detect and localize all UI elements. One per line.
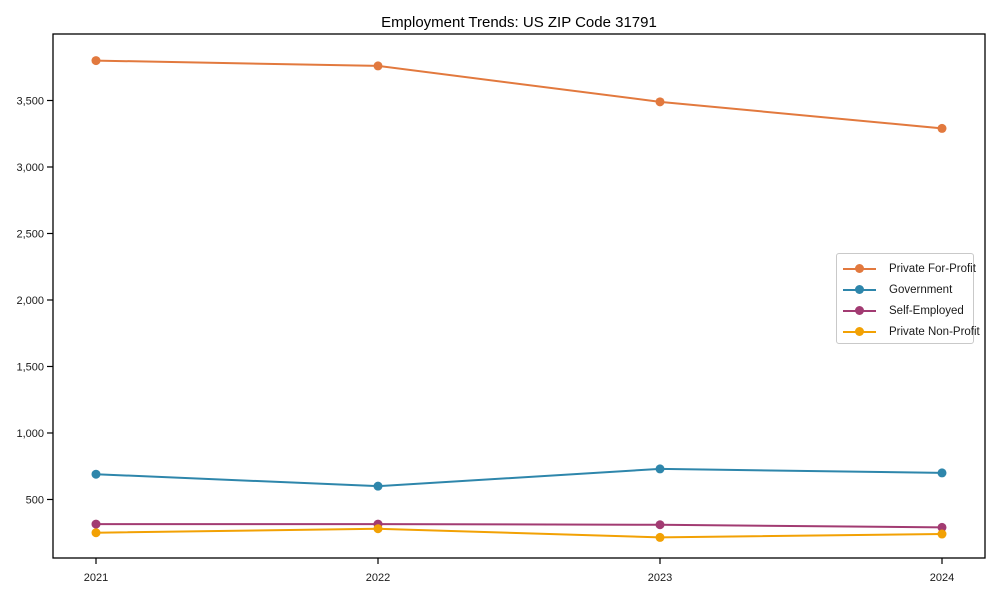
- data-point: [655, 97, 665, 107]
- legend-marker-line-dot: [843, 326, 876, 337]
- chart-title: Employment Trends: US ZIP Code 31791: [381, 14, 657, 31]
- legend-item: Government: [837, 279, 973, 300]
- legend-label: Government: [889, 283, 953, 296]
- x-tick-label: 2022: [366, 572, 390, 584]
- data-point: [373, 61, 383, 71]
- data-point: [937, 468, 947, 478]
- data-point: [91, 528, 101, 538]
- data-point: [937, 123, 947, 133]
- y-tick-label: 2,000: [16, 295, 44, 307]
- data-point: [91, 519, 101, 529]
- legend-label: Private For-Profit: [889, 262, 976, 275]
- series-line: [95, 527, 943, 539]
- y-tick-label: 2,500: [16, 228, 44, 240]
- data-point: [373, 481, 383, 491]
- legend-marker-line-dot: [843, 305, 876, 316]
- data-point: [655, 532, 665, 542]
- x-tick-label: 2024: [930, 572, 954, 584]
- y-tick-label: 3,500: [16, 95, 44, 107]
- data-point: [655, 464, 665, 474]
- data-point: [655, 520, 665, 530]
- legend-label: Private Non-Profit: [889, 325, 980, 338]
- series-line: [95, 467, 943, 488]
- y-tick-label: 500: [26, 494, 44, 506]
- legend-item: Private For-Profit: [837, 258, 976, 279]
- data-point: [937, 522, 947, 532]
- y-tick-label: 3,000: [16, 162, 44, 174]
- legend-marker-line-dot: [843, 263, 876, 274]
- legend: Private For-Profit Government Self-Emplo…: [836, 253, 980, 344]
- legend-item: Self-Employed: [837, 300, 973, 321]
- data-point: [373, 524, 383, 534]
- y-tick-label: 1,500: [16, 361, 44, 373]
- data-point: [91, 56, 101, 66]
- series-line: [96, 523, 943, 529]
- data-point: [937, 529, 947, 539]
- series-line: [95, 59, 943, 130]
- legend-label: Self-Employed: [889, 304, 964, 317]
- data-point: [91, 469, 101, 479]
- legend-marker-line-dot: [843, 284, 876, 295]
- y-tick-label: 1,000: [16, 428, 44, 440]
- x-tick-label: 2023: [648, 572, 672, 584]
- plot-border: [52, 33, 986, 559]
- legend-item: Private Non-Profit: [837, 321, 980, 342]
- x-tick-label: 2021: [84, 572, 108, 584]
